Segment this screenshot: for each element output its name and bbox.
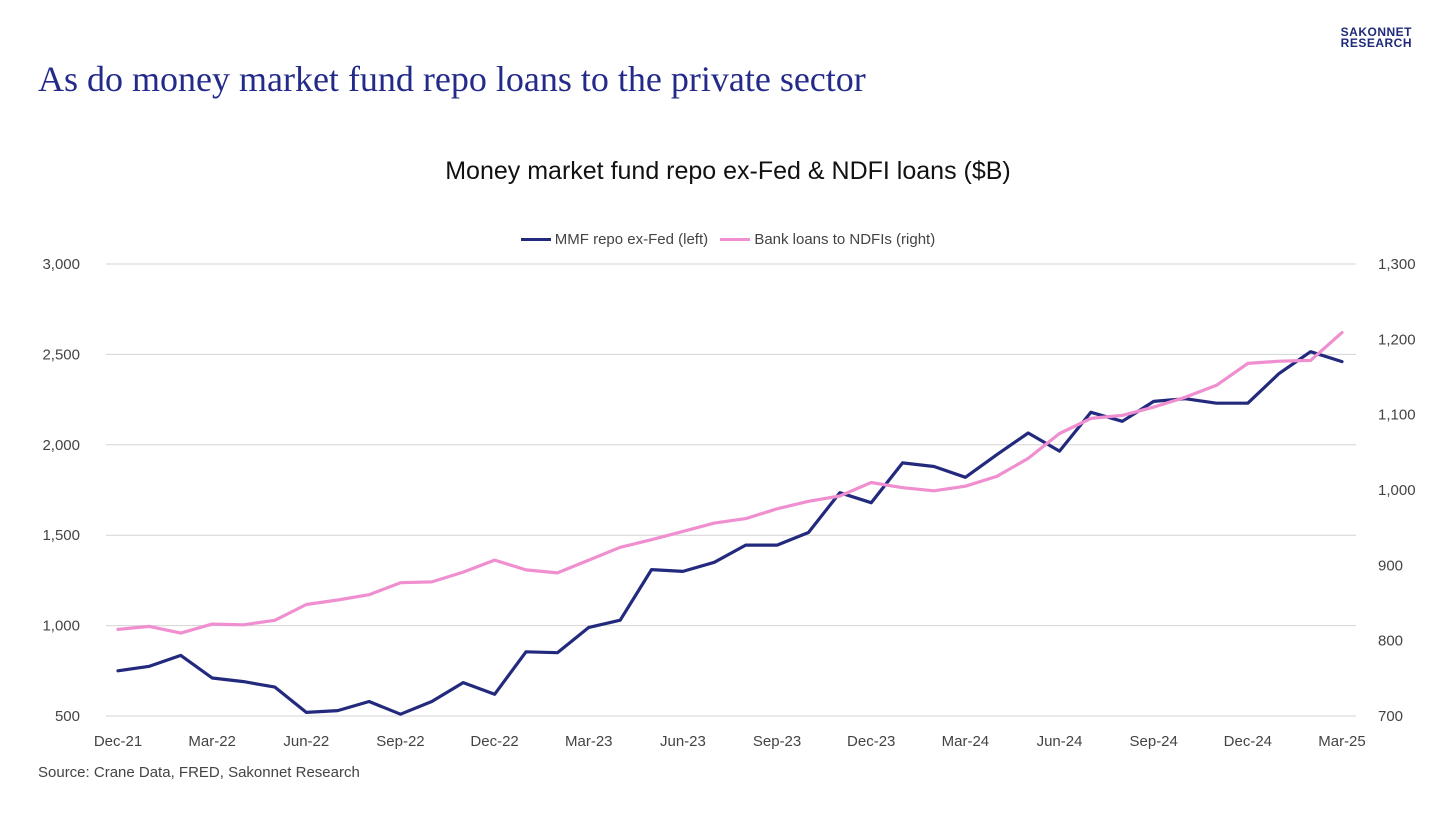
y-right-tick-label: 1,300 — [1378, 256, 1416, 273]
chart-title: Money market fund repo ex-Fed & NDFI loa… — [445, 157, 1011, 185]
y-right-tick-label: 800 — [1378, 633, 1403, 650]
brand-logo: SAKONNET RESEARCH — [1340, 25, 1412, 50]
x-tick-label: Sep-22 — [376, 733, 424, 750]
x-tick-label: Sep-24 — [1130, 733, 1178, 750]
y-left-tick-label: 500 — [55, 708, 80, 725]
y-left-tick-label: 3,000 — [42, 256, 80, 273]
legend-label-ndfi: Bank loans to NDFIs (right) — [754, 231, 936, 248]
y-left-tick-label: 2,000 — [42, 437, 80, 454]
x-tick-label: Jun-22 — [283, 733, 329, 750]
x-tick-label: Dec-21 — [94, 733, 142, 750]
x-tick-label: Dec-23 — [847, 733, 895, 750]
series-line-ndfi — [116, 331, 1344, 635]
x-tick-label: Mar-23 — [565, 733, 613, 750]
brand-logo-line2: RESEARCH — [1340, 36, 1412, 50]
x-tick-label: Mar-24 — [942, 733, 990, 750]
y-right-tick-label: 1,000 — [1378, 482, 1416, 499]
legend-item-ndfi: Bank loans to NDFIs (right) — [720, 231, 935, 248]
x-tick-label: Mar-22 — [188, 733, 236, 750]
x-tick-label: Jun-24 — [1037, 733, 1083, 750]
x-tick-label: Sep-23 — [753, 733, 801, 750]
y-right-tick-label: 1,100 — [1378, 407, 1416, 424]
legend-swatch-ndfi — [720, 238, 751, 241]
x-tick-label: Dec-24 — [1224, 733, 1272, 750]
x-tick-label: Dec-22 — [470, 733, 518, 750]
chart-legend: MMF repo ex-Fed (left) Bank loans to NDF… — [0, 228, 1456, 248]
y-left-tick-label: 1,500 — [42, 527, 80, 544]
y-left-tick-label: 1,000 — [42, 618, 80, 635]
legend-swatch-mmf — [520, 238, 551, 241]
source-note: Source: Crane Data, FRED, Sakonnet Resea… — [38, 764, 360, 781]
brand-logo-line1: SAKONNET — [1340, 25, 1412, 39]
y-right-tick-label: 700 — [1378, 708, 1403, 725]
legend-item-mmf: MMF repo ex-Fed (left) — [520, 231, 709, 248]
y-left-tick-label: 2,500 — [42, 346, 80, 363]
y-right-tick-label: 900 — [1378, 557, 1403, 574]
y-right-tick-label: 1,200 — [1378, 331, 1416, 348]
legend-label-mmf: MMF repo ex-Fed (left) — [554, 231, 709, 248]
page-headline: As do money market fund repo loans to th… — [38, 59, 866, 99]
x-tick-label: Jun-23 — [660, 733, 706, 750]
x-tick-label: Mar-25 — [1318, 733, 1366, 750]
